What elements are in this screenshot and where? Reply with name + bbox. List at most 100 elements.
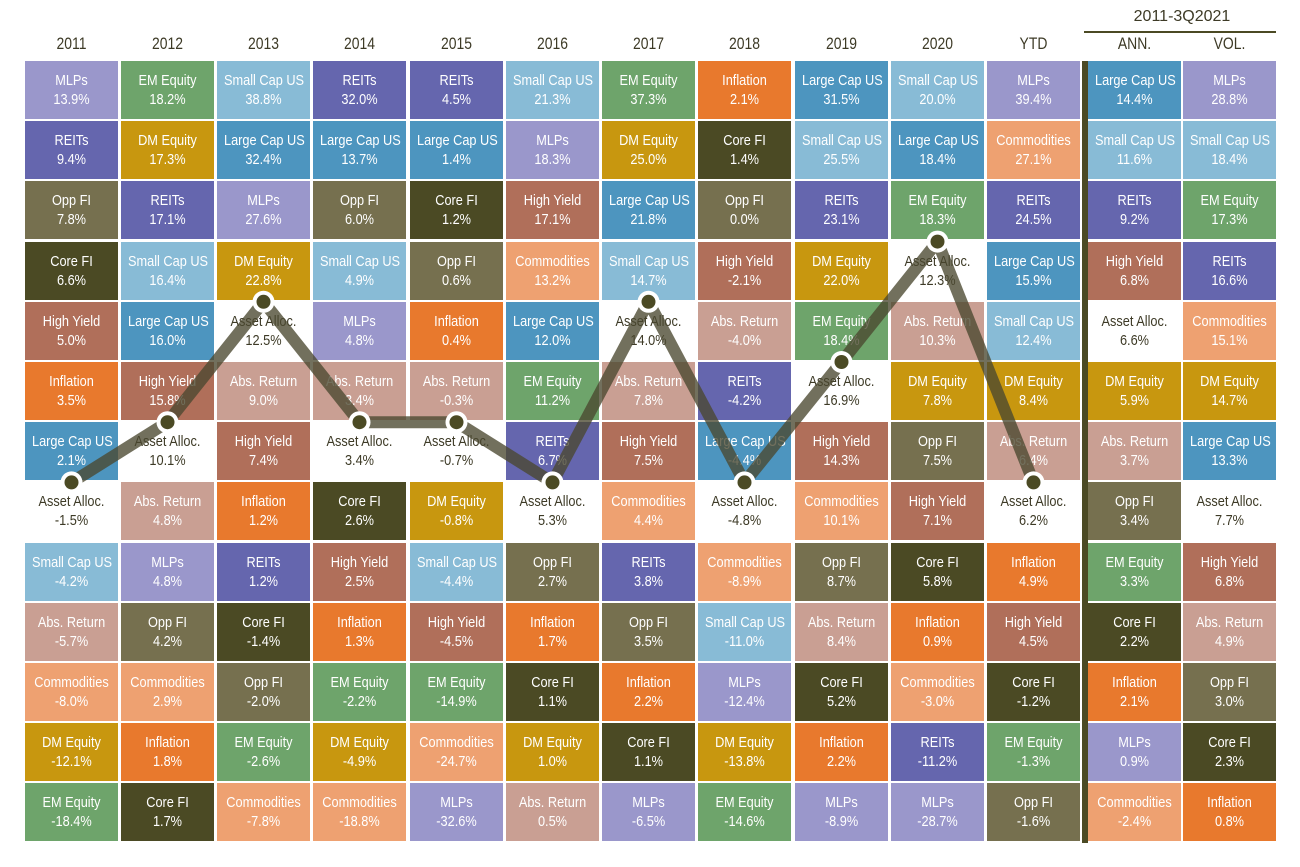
asset-return: -8.9% — [727, 572, 762, 590]
column-divider — [1082, 61, 1088, 843]
asset-cell: Opp FI 3.4% — [1088, 482, 1181, 541]
asset-return: 5.3% — [537, 512, 568, 530]
asset-return: 4.8% — [152, 572, 183, 590]
asset-return: -2.2% — [342, 693, 377, 710]
asset-name: Large Cap US — [223, 132, 305, 150]
asset-return: -14.6% — [724, 813, 765, 831]
asset-name: REITs — [824, 192, 859, 210]
asset-name: MLPs — [921, 794, 954, 812]
asset-cell: Core FI 6.6% — [25, 241, 118, 300]
asset-name: Asset Alloc. — [1101, 312, 1168, 330]
asset-name: High Yield — [234, 433, 293, 451]
asset-cell: High Yield 6.8% — [1088, 241, 1181, 300]
asset-cell: Small Cap US 38.8% — [217, 61, 310, 119]
asset-cell: High Yield 15.8% — [121, 362, 214, 420]
asset-name: Inflation — [530, 613, 575, 631]
asset-name: MLPs — [632, 794, 665, 812]
asset-return: 6.8% — [1119, 271, 1150, 289]
asset-cell: Opp FI 2.7% — [506, 542, 599, 601]
asset-return: 17.3% — [149, 151, 186, 169]
asset-name: Abs. Return — [1195, 613, 1264, 631]
asset-name: REITs — [1212, 252, 1247, 270]
asset-name: Small Cap US — [608, 252, 690, 270]
asset-return: -0.7% — [439, 452, 474, 470]
asset-cell: DM Equity -4.9% — [313, 723, 406, 782]
asset-return: 12.3% — [919, 271, 956, 289]
asset-name: DM Equity — [42, 734, 101, 752]
asset-return: 4.8% — [344, 331, 375, 349]
asset-cell: Opp FI 3.0% — [1183, 663, 1276, 721]
asset-cell: High Yield 5.0% — [25, 301, 118, 360]
asset-cell: Core FI 1.7% — [121, 783, 214, 842]
asset-return: 9.0% — [248, 392, 279, 409]
asset-return: 5.2% — [826, 693, 857, 710]
asset-return: -12.4% — [724, 693, 765, 710]
asset-return: 1.2% — [248, 512, 279, 530]
asset-cell: DM Equity -13.8% — [698, 723, 791, 782]
asset-cell: Small Cap US -4.2% — [25, 542, 118, 601]
asset-cell: MLPs 28.8% — [1183, 61, 1276, 119]
asset-name: Core FI — [338, 493, 381, 511]
asset-return: 1.4% — [441, 151, 472, 169]
asset-alloc-cell: Asset Alloc. 7.7% — [1183, 482, 1276, 541]
asset-cell: Large Cap US 18.4% — [891, 121, 984, 180]
asset-name: Commodities — [130, 674, 205, 691]
column-header: 2011 — [56, 34, 87, 53]
column-header: 2013 — [247, 34, 280, 53]
asset-name: Large Cap US — [319, 132, 401, 150]
asset-return: 31.5% — [823, 91, 860, 108]
asset-alloc-cell: Asset Alloc. 12.3% — [891, 241, 984, 300]
asset-return: 3.4% — [344, 452, 375, 470]
asset-return: 15.1% — [1211, 331, 1248, 349]
asset-return: 6.6% — [1119, 331, 1150, 349]
asset-cell: Large Cap US 1.4% — [410, 121, 503, 180]
asset-name: DM Equity — [908, 373, 967, 390]
asset-name: Large Cap US — [704, 433, 786, 451]
asset-return: 1.0% — [537, 753, 568, 771]
asset-name: Asset Alloc. — [326, 433, 393, 451]
asset-return: 39.4% — [1015, 91, 1052, 108]
asset-return: 3.4% — [1119, 512, 1150, 530]
asset-return: 12.0% — [534, 331, 571, 349]
asset-name: Abs. Return — [614, 373, 683, 390]
asset-return: -32.6% — [436, 813, 477, 831]
asset-name: Inflation — [1112, 674, 1157, 691]
asset-cell: Inflation 0.8% — [1183, 783, 1276, 842]
asset-return: 32.0% — [341, 91, 378, 108]
column-header: 2019 — [825, 34, 858, 53]
asset-return: 17.3% — [1211, 211, 1248, 229]
asset-alloc-cell: Asset Alloc. 6.6% — [1088, 301, 1181, 360]
asset-cell: REITs 23.1% — [795, 181, 888, 240]
asset-return: 8.7% — [826, 572, 857, 590]
asset-return: -1.4% — [246, 632, 281, 650]
asset-name: Abs. Return — [229, 373, 298, 390]
asset-name: Small Cap US — [897, 72, 979, 89]
asset-name: DM Equity — [1105, 373, 1164, 390]
asset-cell: Abs. Return 8.4% — [795, 602, 888, 661]
asset-name: MLPs — [440, 794, 473, 812]
asset-return: 1.4% — [729, 151, 760, 169]
asset-name: EM Equity — [1105, 553, 1164, 571]
asset-cell: Core FI 1.2% — [410, 181, 503, 240]
asset-name: DM Equity — [523, 734, 582, 752]
asset-cell: High Yield 14.3% — [795, 422, 888, 481]
asset-return: 38.8% — [245, 91, 282, 108]
asset-cell: Opp FI 0.6% — [410, 241, 503, 300]
column-header: 2017 — [632, 34, 665, 53]
asset-return: 27.6% — [245, 211, 282, 229]
asset-cell: High Yield 17.1% — [506, 181, 599, 240]
asset-return: 1.1% — [633, 753, 664, 771]
asset-name: Asset Alloc. — [134, 433, 201, 451]
asset-return: -4.4% — [727, 452, 762, 470]
asset-return: 15.9% — [1015, 271, 1052, 289]
asset-name: Small Cap US — [223, 72, 305, 89]
asset-cell: Commodities -24.7% — [410, 723, 503, 782]
asset-cell: EM Equity -1.3% — [987, 723, 1080, 782]
asset-name: Asset Alloc. — [808, 373, 875, 390]
asset-name: Small Cap US — [704, 613, 786, 631]
asset-return: 14.7% — [1211, 392, 1248, 409]
asset-cell: DM Equity 25.0% — [602, 121, 695, 180]
asset-return: 13.9% — [53, 91, 90, 108]
asset-name: MLPs — [825, 794, 858, 812]
asset-name: DM Equity — [619, 132, 678, 150]
